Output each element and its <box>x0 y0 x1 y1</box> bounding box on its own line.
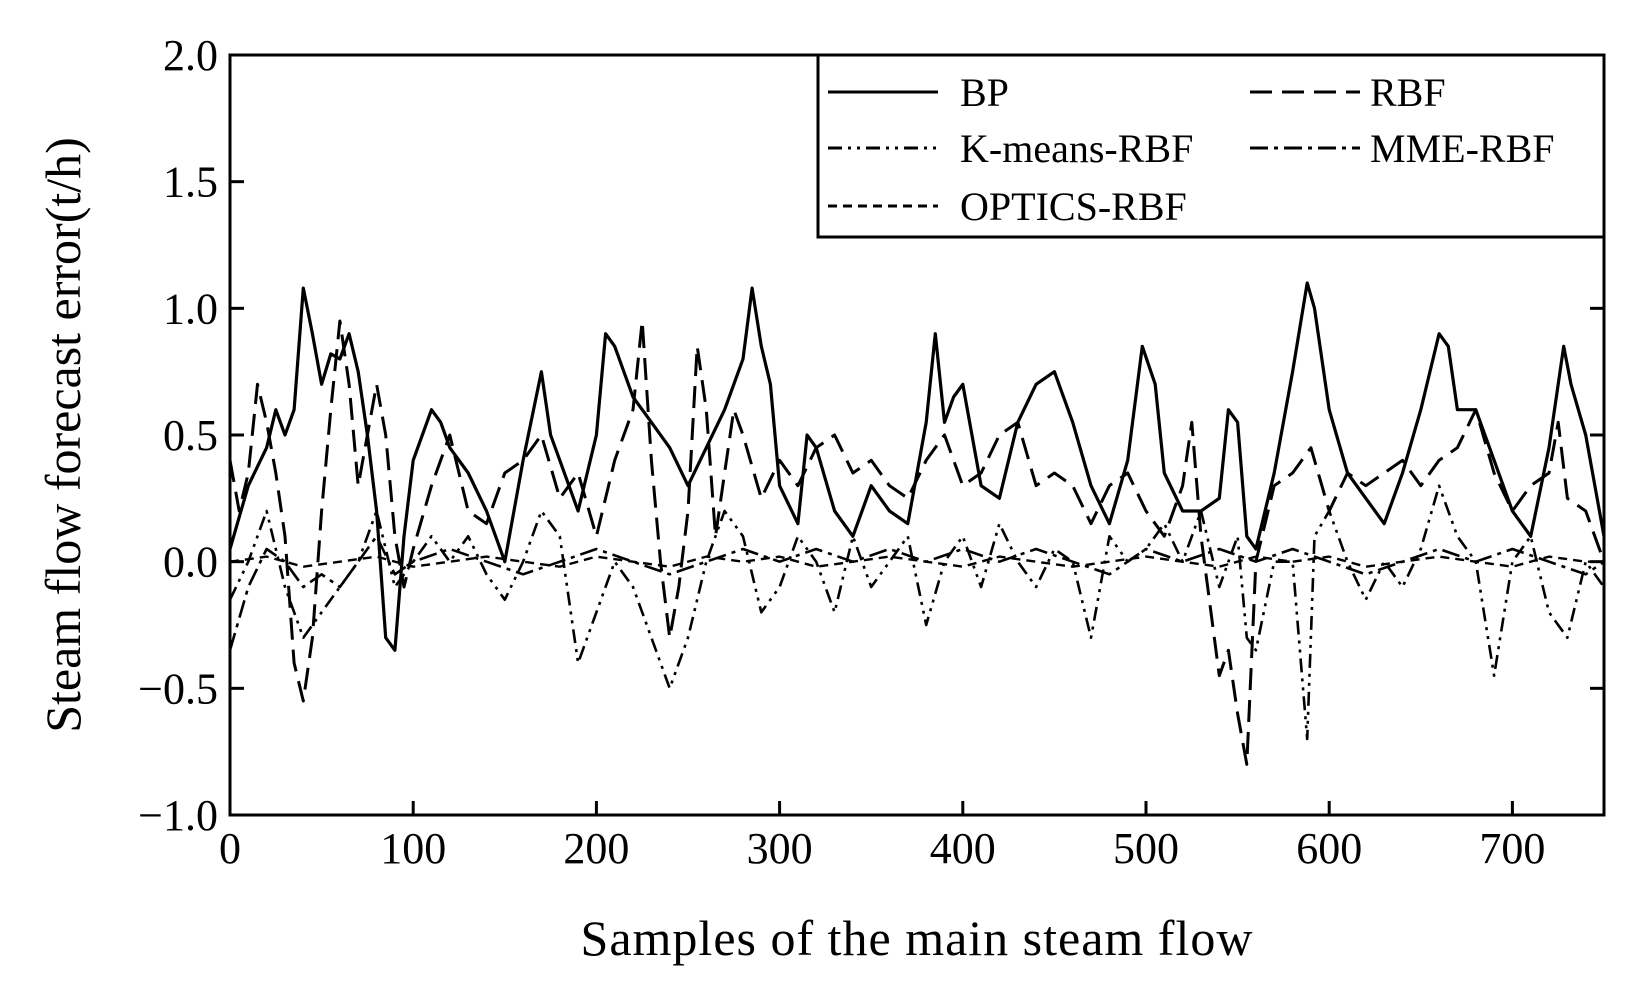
y-tick-label: −0.5 <box>138 664 218 713</box>
y-tick-label: 1.5 <box>163 158 218 207</box>
y-tick-label: 1.0 <box>163 284 218 333</box>
x-tick-label: 300 <box>747 824 813 873</box>
legend-box <box>816 53 1606 239</box>
series-line-bp <box>228 281 1606 652</box>
x-tick-label: 400 <box>930 824 996 873</box>
y-tick-label: 2.0 <box>163 31 218 80</box>
y-axis-title: Steam flow forecast error(t/h) <box>35 137 91 733</box>
y-tick-label: 0.0 <box>163 538 218 587</box>
legend: BP RBF K-means-RBF MME-RBF OPTICS-RBF <box>816 53 1606 239</box>
x-tick-label: 0 <box>219 824 241 873</box>
series-line-rbf <box>228 319 1606 766</box>
series-layer <box>228 281 1606 766</box>
legend-label-bp: BP <box>960 70 1009 115</box>
legend-label-k-means-rbf: K-means-RBF <box>960 126 1193 171</box>
series-line-mme-rbf <box>228 534 1605 651</box>
tick-labels-layer: 0 100 200 300 400 500 600 700 −1.0 −0.5 0.0 0.5 1.0 1… <box>138 31 1545 873</box>
x-tick-label: 200 <box>563 824 629 873</box>
series-line-k-means-rbf <box>228 484 1606 741</box>
x-tick-label: 100 <box>380 824 446 873</box>
series-line-optics-rbf <box>229 555 1604 568</box>
legend-label-optics-rbf: OPTICS-RBF <box>960 184 1187 229</box>
x-tick-label: 700 <box>1479 824 1545 873</box>
legend-label-rbf: RBF <box>1370 70 1446 115</box>
y-tick-label: 0.5 <box>163 411 218 460</box>
y-tick-label: −1.0 <box>138 791 218 840</box>
x-tick-label: 600 <box>1296 824 1362 873</box>
legend-label-mme-rbf: MME-RBF <box>1370 126 1555 171</box>
x-axis-title: Samples of the main steam flow <box>581 910 1254 966</box>
x-tick-label: 500 <box>1113 824 1179 873</box>
